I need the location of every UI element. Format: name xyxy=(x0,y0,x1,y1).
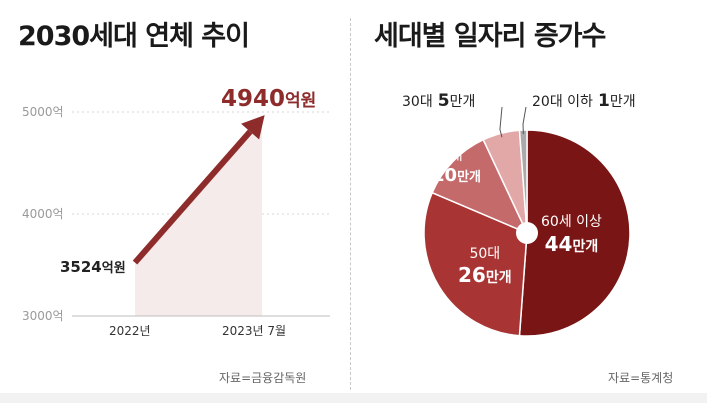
slice-label-30s-value: 5 xyxy=(437,91,450,111)
x-tick-label: 2023년 7월 xyxy=(222,324,287,338)
y-tick-label: 3000억 xyxy=(22,309,64,323)
slice-label-20s-unit: 만개 xyxy=(609,94,636,110)
y-tick-label: 5000억 xyxy=(22,105,64,119)
slice-label-50s-value: 26 xyxy=(458,263,486,287)
slice-label-20s: 20대 이하 1만개 xyxy=(532,91,636,111)
left-chart-title: 2030세대 연체 추이 xyxy=(18,21,250,52)
slice-label-20s-value: 1 xyxy=(598,91,610,111)
slice-label-60s-value: 44 xyxy=(544,232,573,256)
area-chart xyxy=(72,111,330,317)
trend-arrow-head xyxy=(241,115,265,140)
start-value-number: 3524 xyxy=(60,258,102,276)
trend-arrow-shaft xyxy=(132,129,253,265)
left-source: 자료=금융감독원 xyxy=(219,371,307,385)
slice-label-30s: 30대 5만개 xyxy=(402,91,475,111)
area-fill xyxy=(135,118,262,317)
slice-60s xyxy=(518,129,631,337)
bottom-strip xyxy=(0,393,707,403)
slice-label-50s: 50대 26만개 xyxy=(458,243,512,287)
slice-50s xyxy=(423,191,528,337)
end-value-label: 4940억원 xyxy=(221,86,316,112)
right-chart-title: 세대별 일자리 증가수 xyxy=(374,21,606,52)
slice-label-30s-name: 30대 xyxy=(402,94,433,110)
slice-label-60s-unit: 만개 xyxy=(572,239,599,255)
end-value-number: 4940 xyxy=(221,86,286,112)
slice-label-40s: 40대 10만개 xyxy=(432,145,481,186)
slice-label-20s-name: 20대 이하 xyxy=(532,94,593,110)
pie-chart xyxy=(423,106,631,337)
leader-line-30s xyxy=(499,106,503,138)
panel-divider xyxy=(350,18,351,390)
end-value-unit: 억원 xyxy=(285,91,317,111)
leader-line-20s xyxy=(522,106,527,135)
slice-label-60s: 60세 이상 44만개 xyxy=(541,211,602,256)
left-chart-panel: 2030세대 연체 추이 3000억 4000억 5000억 2022년 202… xyxy=(0,0,338,403)
slice-40s xyxy=(431,138,529,235)
start-value-label: 3524억원 xyxy=(60,257,126,276)
slice-label-60s-name: 60세 이상 xyxy=(541,214,602,230)
slice-label-50s-unit: 만개 xyxy=(485,270,512,286)
y-tick-label: 4000억 xyxy=(22,207,64,221)
slice-label-40s-name: 40대 xyxy=(432,148,463,164)
slice-label-50s-name: 50대 xyxy=(469,246,501,262)
x-tick-label: 2022년 xyxy=(109,324,151,338)
pie-center xyxy=(516,222,538,244)
slice-label-30s-unit: 만개 xyxy=(449,94,476,110)
right-source: 자료=통계청 xyxy=(608,371,674,385)
slice-label-40s-value: 10 xyxy=(432,165,458,186)
slice-label-40s-unit: 만개 xyxy=(457,170,481,185)
right-chart-panel: 세대별 일자리 증가수 60세 이상 44만개 50대 26만개 40대 10만… xyxy=(346,0,707,403)
start-value-unit: 억원 xyxy=(101,261,126,276)
